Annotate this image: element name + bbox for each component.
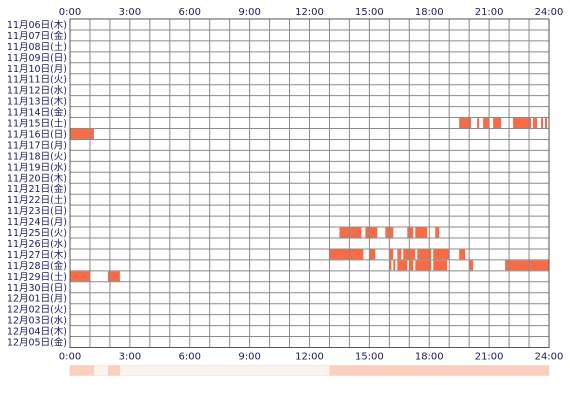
plot-frame (69, 18, 550, 348)
activity-bar (417, 249, 432, 260)
activity-bar (415, 227, 428, 238)
activity-bar (393, 260, 396, 271)
x-tick-label-bottom: 15:00 (355, 352, 384, 363)
activity-bar (389, 260, 392, 271)
row-label: 11月27日(木) (7, 249, 67, 261)
x-tick-label-top: 9:00 (238, 7, 260, 18)
activity-bar (397, 249, 402, 260)
row-label: 11月12日(水) (7, 85, 67, 97)
row-label: 11月06日(木) (7, 19, 67, 31)
row-label: 11月13日(木) (7, 96, 67, 108)
row-label: 11月25日(火) (7, 228, 67, 239)
row-label: 11月07日(金) (7, 30, 67, 42)
row-label: 11月22日(土) (7, 194, 67, 206)
row-label: 11月28日(金) (7, 260, 67, 272)
row-label: 11月18日(火) (7, 151, 67, 162)
row-label: 11月23日(日) (7, 206, 67, 217)
row-label: 11月15日(土) (7, 118, 67, 130)
activity-bar (533, 118, 538, 128)
row-label: 11月14日(金) (7, 107, 67, 119)
x-tick-label-top: 21:00 (475, 7, 504, 18)
activity-bar (415, 260, 432, 271)
summary-bar (70, 365, 94, 376)
summary-bar (329, 365, 549, 376)
activity-bar (493, 118, 502, 128)
x-tick-label-top: 15:00 (355, 7, 384, 18)
row-label: 12月04日(木) (7, 326, 67, 338)
row-label: 11月29日(土) (7, 271, 67, 283)
x-tick-label-top: 12:00 (295, 7, 324, 18)
x-tick-label-top: 24:00 (535, 7, 564, 18)
activity-bar (433, 260, 448, 271)
row-label: 12月03日(水) (7, 315, 67, 327)
activity-bar (513, 118, 532, 128)
activity-bar (369, 249, 376, 260)
activity-bar (505, 260, 549, 271)
activity-bar (70, 129, 94, 139)
row-label: 12月05日(金) (7, 337, 67, 349)
activity-bar (407, 227, 414, 238)
x-tick-label-bottom: 9:00 (238, 352, 260, 363)
activity-bar (469, 260, 474, 271)
row-label: 11月24日(月) (7, 217, 67, 228)
activity-bar (329, 249, 364, 260)
row-label: 11月26日(水) (7, 238, 67, 250)
activity-bar (433, 249, 450, 260)
x-tick-label-bottom: 12:00 (295, 352, 324, 363)
row-label: 11月16日(日) (7, 129, 67, 140)
x-tick-label-bottom: 3:00 (119, 352, 141, 363)
x-tick-label-bottom: 6:00 (179, 352, 201, 363)
row-label: 11月10日(月) (7, 64, 67, 75)
row-label: 11月17日(月) (7, 140, 67, 151)
activity-bar (365, 227, 378, 238)
x-tick-label-bottom: 0:00 (59, 352, 81, 363)
row-label: 11月08日(土) (7, 41, 67, 53)
activity-bar (545, 118, 548, 128)
activity-bar (459, 249, 466, 260)
row-label: 11月19日(水) (7, 161, 67, 173)
activity-bar (70, 271, 90, 282)
activity-bar (389, 249, 394, 260)
row-label: 11月09日(日) (7, 53, 67, 64)
row-label: 12月02日(火) (7, 305, 67, 316)
x-tick-label-bottom: 21:00 (475, 352, 504, 363)
summary-bar (107, 365, 120, 376)
activity-bar (459, 118, 472, 128)
activity-bar (409, 260, 414, 271)
x-tick-label-bottom: 24:00 (535, 352, 564, 363)
activity-bar (397, 260, 408, 271)
row-label: 11月11日(火) (7, 75, 67, 86)
row-label: 11月20日(木) (7, 172, 67, 184)
activity-bar (477, 118, 480, 128)
x-tick-label-top: 3:00 (119, 7, 141, 18)
x-tick-label-top: 6:00 (179, 7, 201, 18)
activity-bar (483, 118, 490, 128)
activity-bar (435, 227, 440, 238)
activity-bar (339, 227, 362, 238)
row-label: 11月30日(日) (7, 283, 67, 294)
x-tick-label-bottom: 18:00 (415, 352, 444, 363)
activity-bar (541, 118, 544, 128)
row-label: 11月21日(金) (7, 183, 67, 195)
activity-bar (107, 271, 120, 282)
x-tick-label-top: 18:00 (415, 7, 444, 18)
x-tick-label-top: 0:00 (59, 7, 81, 18)
row-label: 12月01日(月) (7, 294, 67, 305)
